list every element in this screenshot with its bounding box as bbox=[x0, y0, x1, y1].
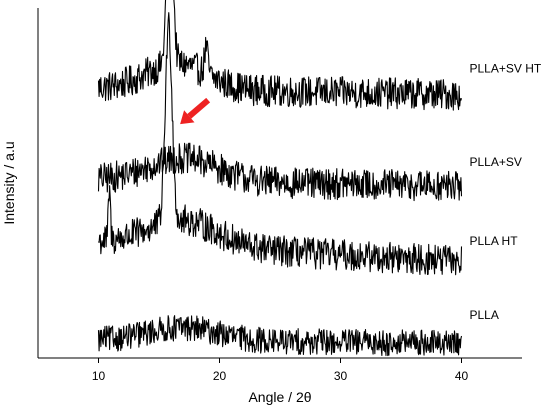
series-label-plla-sv: PLLA+SV bbox=[470, 155, 522, 169]
series-labels: PLLA+SV HT PLLA+SV PLLA HT PLLA bbox=[470, 61, 542, 322]
series-line-plla-sv bbox=[97, 142, 463, 202]
series-line-plla-sv-ht bbox=[97, 0, 463, 111]
series-label-plla: PLLA bbox=[470, 308, 499, 322]
x-axis-title: Angle / 2θ bbox=[248, 389, 311, 405]
arrows bbox=[180, 97, 211, 125]
series-line-plla bbox=[97, 315, 463, 357]
x-tick-label-30: 30 bbox=[334, 369, 348, 383]
arrow-2 bbox=[180, 97, 211, 125]
plot-area bbox=[97, 0, 463, 357]
x-axis-ticks: 10 20 30 40 bbox=[92, 358, 469, 383]
x-tick-label-20: 20 bbox=[213, 369, 227, 383]
y-axis-title: Intensity / a.u bbox=[1, 141, 17, 224]
series-label-plla-ht: PLLA HT bbox=[470, 234, 519, 248]
arrow-head bbox=[180, 110, 195, 125]
x-tick-label-40: 40 bbox=[455, 369, 469, 383]
arrow-shaft bbox=[187, 97, 211, 119]
x-tick-label-10: 10 bbox=[92, 369, 106, 383]
series-line-plla-ht bbox=[98, 12, 463, 276]
series-label-plla-sv-ht: PLLA+SV HT bbox=[470, 61, 542, 75]
